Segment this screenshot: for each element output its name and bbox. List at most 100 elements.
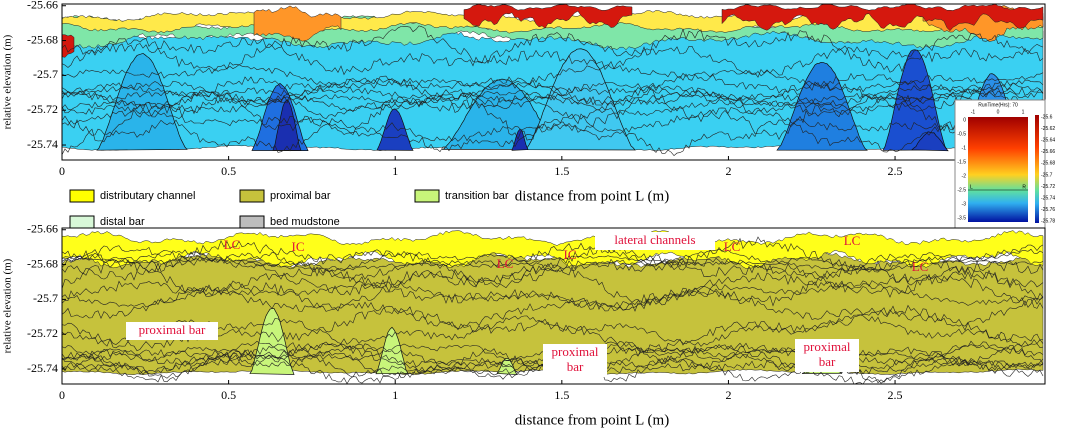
annotation-box xyxy=(126,322,218,340)
inset-cb-tick: -25.72 xyxy=(1041,184,1055,190)
annotation: LC xyxy=(724,239,741,254)
x-tick-label: 2.5 xyxy=(888,164,903,178)
legend-swatch xyxy=(414,189,440,203)
legend-label: distributary channel xyxy=(100,190,195,202)
annotation: lateral channels xyxy=(614,232,695,247)
inset-cb-tick: -25.68 xyxy=(1041,161,1055,167)
inset-y-tick: -3.5 xyxy=(957,215,966,221)
y-axis-label: relative elevation (m) xyxy=(2,34,14,129)
inset-cb-tick: -25.64 xyxy=(1041,138,1055,144)
section-panel: LC IC lateral channels LC IC LC LC LC proximal b… xyxy=(61,227,1046,385)
inset-x-tick: 1 xyxy=(1022,109,1025,115)
y-tick-label: -25.72 xyxy=(27,102,58,116)
legend-label: proximal bar xyxy=(270,190,331,202)
x-tick-label: 0 xyxy=(59,388,65,402)
inset-cb-tick: -25.66 xyxy=(1041,149,1055,155)
x-tick-label: 1 xyxy=(392,388,398,402)
annotation: LC xyxy=(844,233,861,248)
layer xyxy=(463,4,633,29)
annotation: proximal xyxy=(552,344,599,359)
legend-swatch xyxy=(239,189,265,203)
strata-line xyxy=(62,119,1044,157)
legend-swatch xyxy=(239,215,265,229)
annotation: bar xyxy=(567,359,584,374)
strata-line xyxy=(62,73,1044,112)
inset-cb-tick: -25.7 xyxy=(1041,172,1053,178)
legend-label: transition bar xyxy=(445,190,509,202)
strata-line xyxy=(62,64,1044,93)
strata-line xyxy=(62,25,1044,73)
strata-line xyxy=(62,244,1044,298)
x-tick-label: 1.5 xyxy=(554,388,569,402)
y-axis-label: relative elevation (m) xyxy=(2,258,14,353)
layers xyxy=(62,4,1044,157)
strata-line xyxy=(62,81,1044,112)
annotation-box xyxy=(543,344,607,377)
annotation: IC xyxy=(564,247,577,262)
inset-cb-tick: -25.78 xyxy=(1041,219,1055,225)
annotation-box xyxy=(795,339,859,372)
strata-line xyxy=(62,88,1044,143)
annotation: IC xyxy=(292,239,305,254)
annotation: proximal bar xyxy=(139,322,206,337)
axes-frame xyxy=(61,3,1046,161)
inset-y-tick: -1.5 xyxy=(957,159,966,165)
inset-title: RunTime(Hrs): 70 xyxy=(978,102,1018,108)
section-panel xyxy=(61,3,1046,161)
strata-line xyxy=(62,79,1044,107)
inset-map xyxy=(968,117,1028,222)
y-tick-label: -25.66 xyxy=(27,0,58,11)
inset-cb-tick: -25.76 xyxy=(1041,207,1055,213)
colorbar xyxy=(1035,115,1039,223)
annotation: LC xyxy=(912,259,929,274)
x-tick-label: 2 xyxy=(725,164,731,178)
y-tick-label: -25.74 xyxy=(27,361,58,375)
annotation: proximal xyxy=(804,339,851,354)
inset-cb-tick: -25.62 xyxy=(1041,126,1055,132)
x-tick-label: 0.5 xyxy=(221,388,236,402)
strata-line xyxy=(62,280,1044,308)
annotation-box xyxy=(595,232,715,250)
inset-y-tick: -3 xyxy=(962,201,967,207)
axes-frame xyxy=(61,227,1046,385)
y-tick-label: -25.72 xyxy=(27,326,58,340)
strata-line xyxy=(62,288,1044,329)
strata-line xyxy=(62,72,1044,107)
legend-swatch xyxy=(69,215,95,229)
annotation: bar xyxy=(819,354,836,369)
x-axis-label: distance from point L (m) xyxy=(515,188,669,204)
x-tick-label: 1 xyxy=(392,164,398,178)
x-tick-label: 2 xyxy=(725,388,731,402)
annotation: LC xyxy=(224,237,241,252)
inset-left: L xyxy=(970,184,973,190)
y-tick-label: -25.68 xyxy=(27,32,58,46)
inset-y-tick: -1 xyxy=(962,145,967,151)
inset-right: R xyxy=(1022,184,1026,190)
inset-y-tick: 0 xyxy=(963,117,966,123)
strata-line xyxy=(62,236,1044,289)
y-tick-label: -25.7 xyxy=(33,67,58,81)
x-tick-label: 0 xyxy=(59,164,65,178)
inset-cb-tick: -25.74 xyxy=(1041,196,1055,202)
layer xyxy=(96,52,188,151)
annotation: LC xyxy=(497,256,514,271)
strata-line xyxy=(62,32,1044,78)
legend-swatch xyxy=(69,189,95,203)
strata-line xyxy=(62,314,1044,347)
inset-x-tick: 0 xyxy=(997,109,1000,115)
inset-cb-tick: -25.6 xyxy=(1041,114,1053,120)
strata-line xyxy=(62,265,1044,312)
layer xyxy=(882,49,948,151)
x-tick-label: 1.5 xyxy=(554,164,569,178)
legend-label: bed mudstone xyxy=(270,216,340,228)
inset-x-tick: -1 xyxy=(971,109,976,115)
x-tick-label: 2.5 xyxy=(888,388,903,402)
legend-label: distal bar xyxy=(100,216,145,228)
inset-y-tick: -2 xyxy=(962,173,967,179)
x-tick-label: 0.5 xyxy=(221,164,236,178)
layer xyxy=(62,230,1044,269)
y-tick-label: -25.74 xyxy=(27,137,58,151)
inset-y-tick: -0.5 xyxy=(957,131,966,137)
strata-line xyxy=(62,107,1044,145)
